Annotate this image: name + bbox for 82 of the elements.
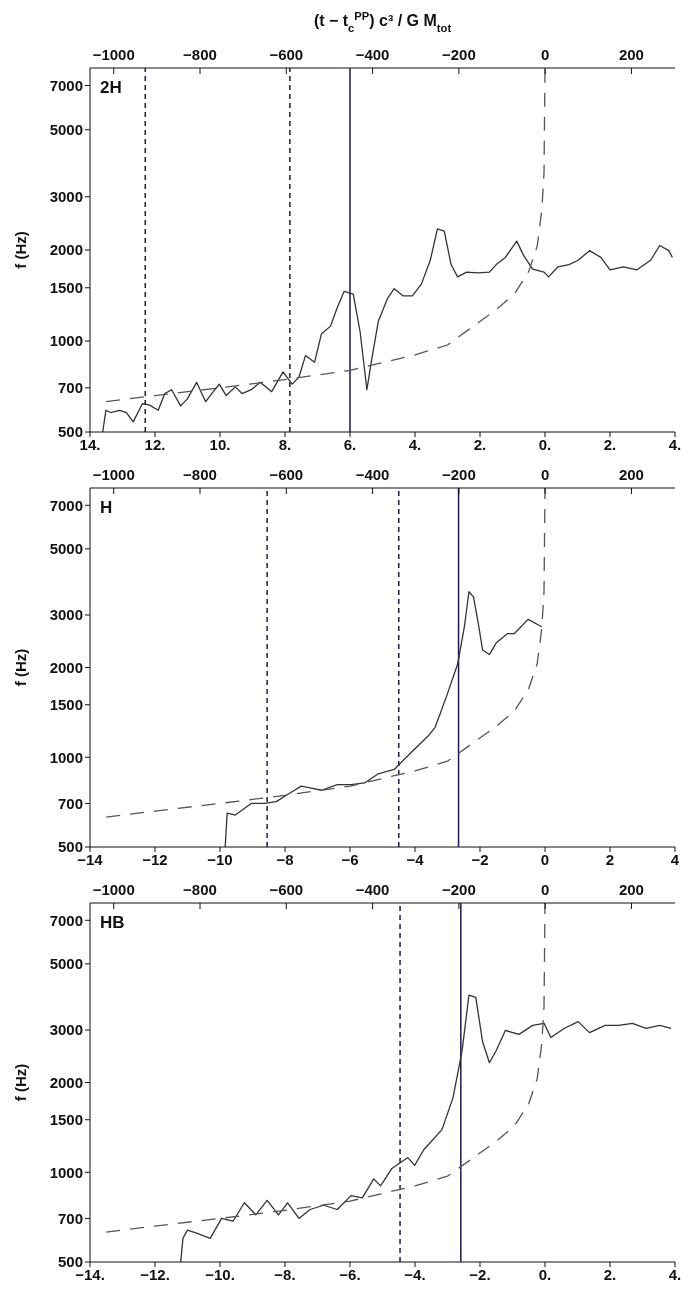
x-tick-label: 6. [343, 435, 357, 453]
annotation: HB [100, 913, 125, 933]
x2-tick-label: −200 [441, 46, 476, 63]
x-tick-label: −12. [140, 1265, 170, 1283]
x2-tick-label: −800 [183, 466, 217, 483]
y-tick-label: 3000 [49, 188, 83, 206]
y-axis-title: f (Hz) [11, 648, 29, 687]
x2-tick-label: −800 [183, 46, 217, 63]
line-series [180, 994, 672, 1262]
x2-tick-label: 0 [540, 881, 550, 898]
x-tick-label: −2 [471, 850, 489, 868]
x2-axis-title: (t − t$_{c}$$^{PP}$) c³ / G M$_{tot}$ [313, 10, 452, 34]
x-tick-label: −4 [406, 850, 425, 868]
y-tick-label: 2000 [49, 241, 83, 259]
x2-tick-label: −600 [269, 466, 304, 483]
x-tick-label: −10 [207, 850, 233, 868]
y-tick-label: 1500 [49, 279, 83, 297]
x-tick-label: −12 [142, 850, 168, 868]
x-tick-label: −2. [469, 1265, 491, 1283]
x-tick-label: 8. [278, 435, 292, 453]
y-tick-label: 1500 [49, 1111, 83, 1129]
x-tick-label: 4 [670, 850, 680, 868]
x2-tick-label: −400 [355, 881, 390, 898]
x-tick-label: 2. [603, 435, 617, 453]
x-tick-label: 2 [605, 850, 615, 868]
x-tick-label: −4. [404, 1265, 426, 1283]
x2-tick-label: −800 [183, 881, 217, 898]
x2-tick-label: 200 [618, 466, 644, 483]
x-tick-label: −10. [205, 1265, 235, 1283]
y-tick-label: 700 [57, 794, 83, 812]
y-tick-label: 5000 [49, 540, 83, 558]
x-tick-label: 10. [209, 435, 231, 453]
y-axis-title: f (Hz) [11, 1063, 29, 1102]
y-tick-label: 500 [57, 423, 83, 441]
x-tick-label: 2. [473, 435, 487, 453]
x2-tick-label: −1000 [92, 46, 135, 63]
x-tick-label: 0. [538, 435, 552, 453]
y-tick-label: 7000 [49, 496, 83, 514]
x-tick-label: 0 [540, 850, 550, 868]
y-tick-label: 2000 [49, 658, 83, 676]
x-tick-label: −6 [341, 850, 359, 868]
annotation: 2H [100, 78, 122, 98]
x-tick-label: 0. [538, 1265, 552, 1283]
x2-tick-label: −1000 [92, 881, 135, 898]
x2-tick-label: −400 [355, 46, 390, 63]
y-tick-label: 700 [57, 1209, 83, 1227]
y-tick-label: 700 [57, 379, 83, 397]
x2-tick-label: 200 [618, 881, 644, 898]
y-tick-label: 1000 [49, 748, 83, 766]
x-tick-label: −8. [274, 1265, 296, 1283]
line-series [102, 228, 674, 432]
y-tick-label: 500 [57, 838, 83, 856]
x2-tick-label: 200 [618, 46, 644, 63]
x2-tick-label: 0 [540, 466, 550, 483]
y-tick-label: 5000 [49, 121, 83, 139]
y-tick-label: 500 [57, 1253, 83, 1271]
x-tick-label: 4. [668, 435, 682, 453]
x-tick-label: −6. [339, 1265, 361, 1283]
y-tick-label: 7000 [49, 911, 83, 929]
x2-tick-label: −200 [441, 881, 476, 898]
y-tick-label: 3000 [49, 1021, 83, 1039]
x-tick-label: 12. [144, 435, 166, 453]
y-tick-label: 7000 [49, 76, 83, 94]
x2-tick-label: 0 [540, 46, 550, 63]
y-tick-label: 3000 [49, 606, 83, 624]
y-tick-label: 2000 [49, 1073, 83, 1091]
y-tick-label: 1000 [49, 332, 83, 350]
x-tick-label: 4. [408, 435, 422, 453]
y-tick-label: 5000 [49, 955, 83, 973]
annotation: H [100, 498, 113, 518]
x2-tick-label: −600 [269, 46, 304, 63]
x2-tick-label: −1000 [92, 466, 135, 483]
x-tick-label: 4. [668, 1265, 682, 1283]
x2-tick-label: −600 [269, 881, 304, 898]
x-tick-label: 2. [603, 1265, 617, 1283]
y-tick-label: 1000 [49, 1163, 83, 1181]
y-tick-label: 1500 [49, 696, 83, 714]
x-tick-label: −8 [276, 850, 294, 868]
x2-tick-label: −200 [441, 466, 476, 483]
x2-tick-label: −400 [355, 466, 390, 483]
y-axis-title: f (Hz) [11, 231, 29, 269]
line-series [224, 591, 543, 847]
